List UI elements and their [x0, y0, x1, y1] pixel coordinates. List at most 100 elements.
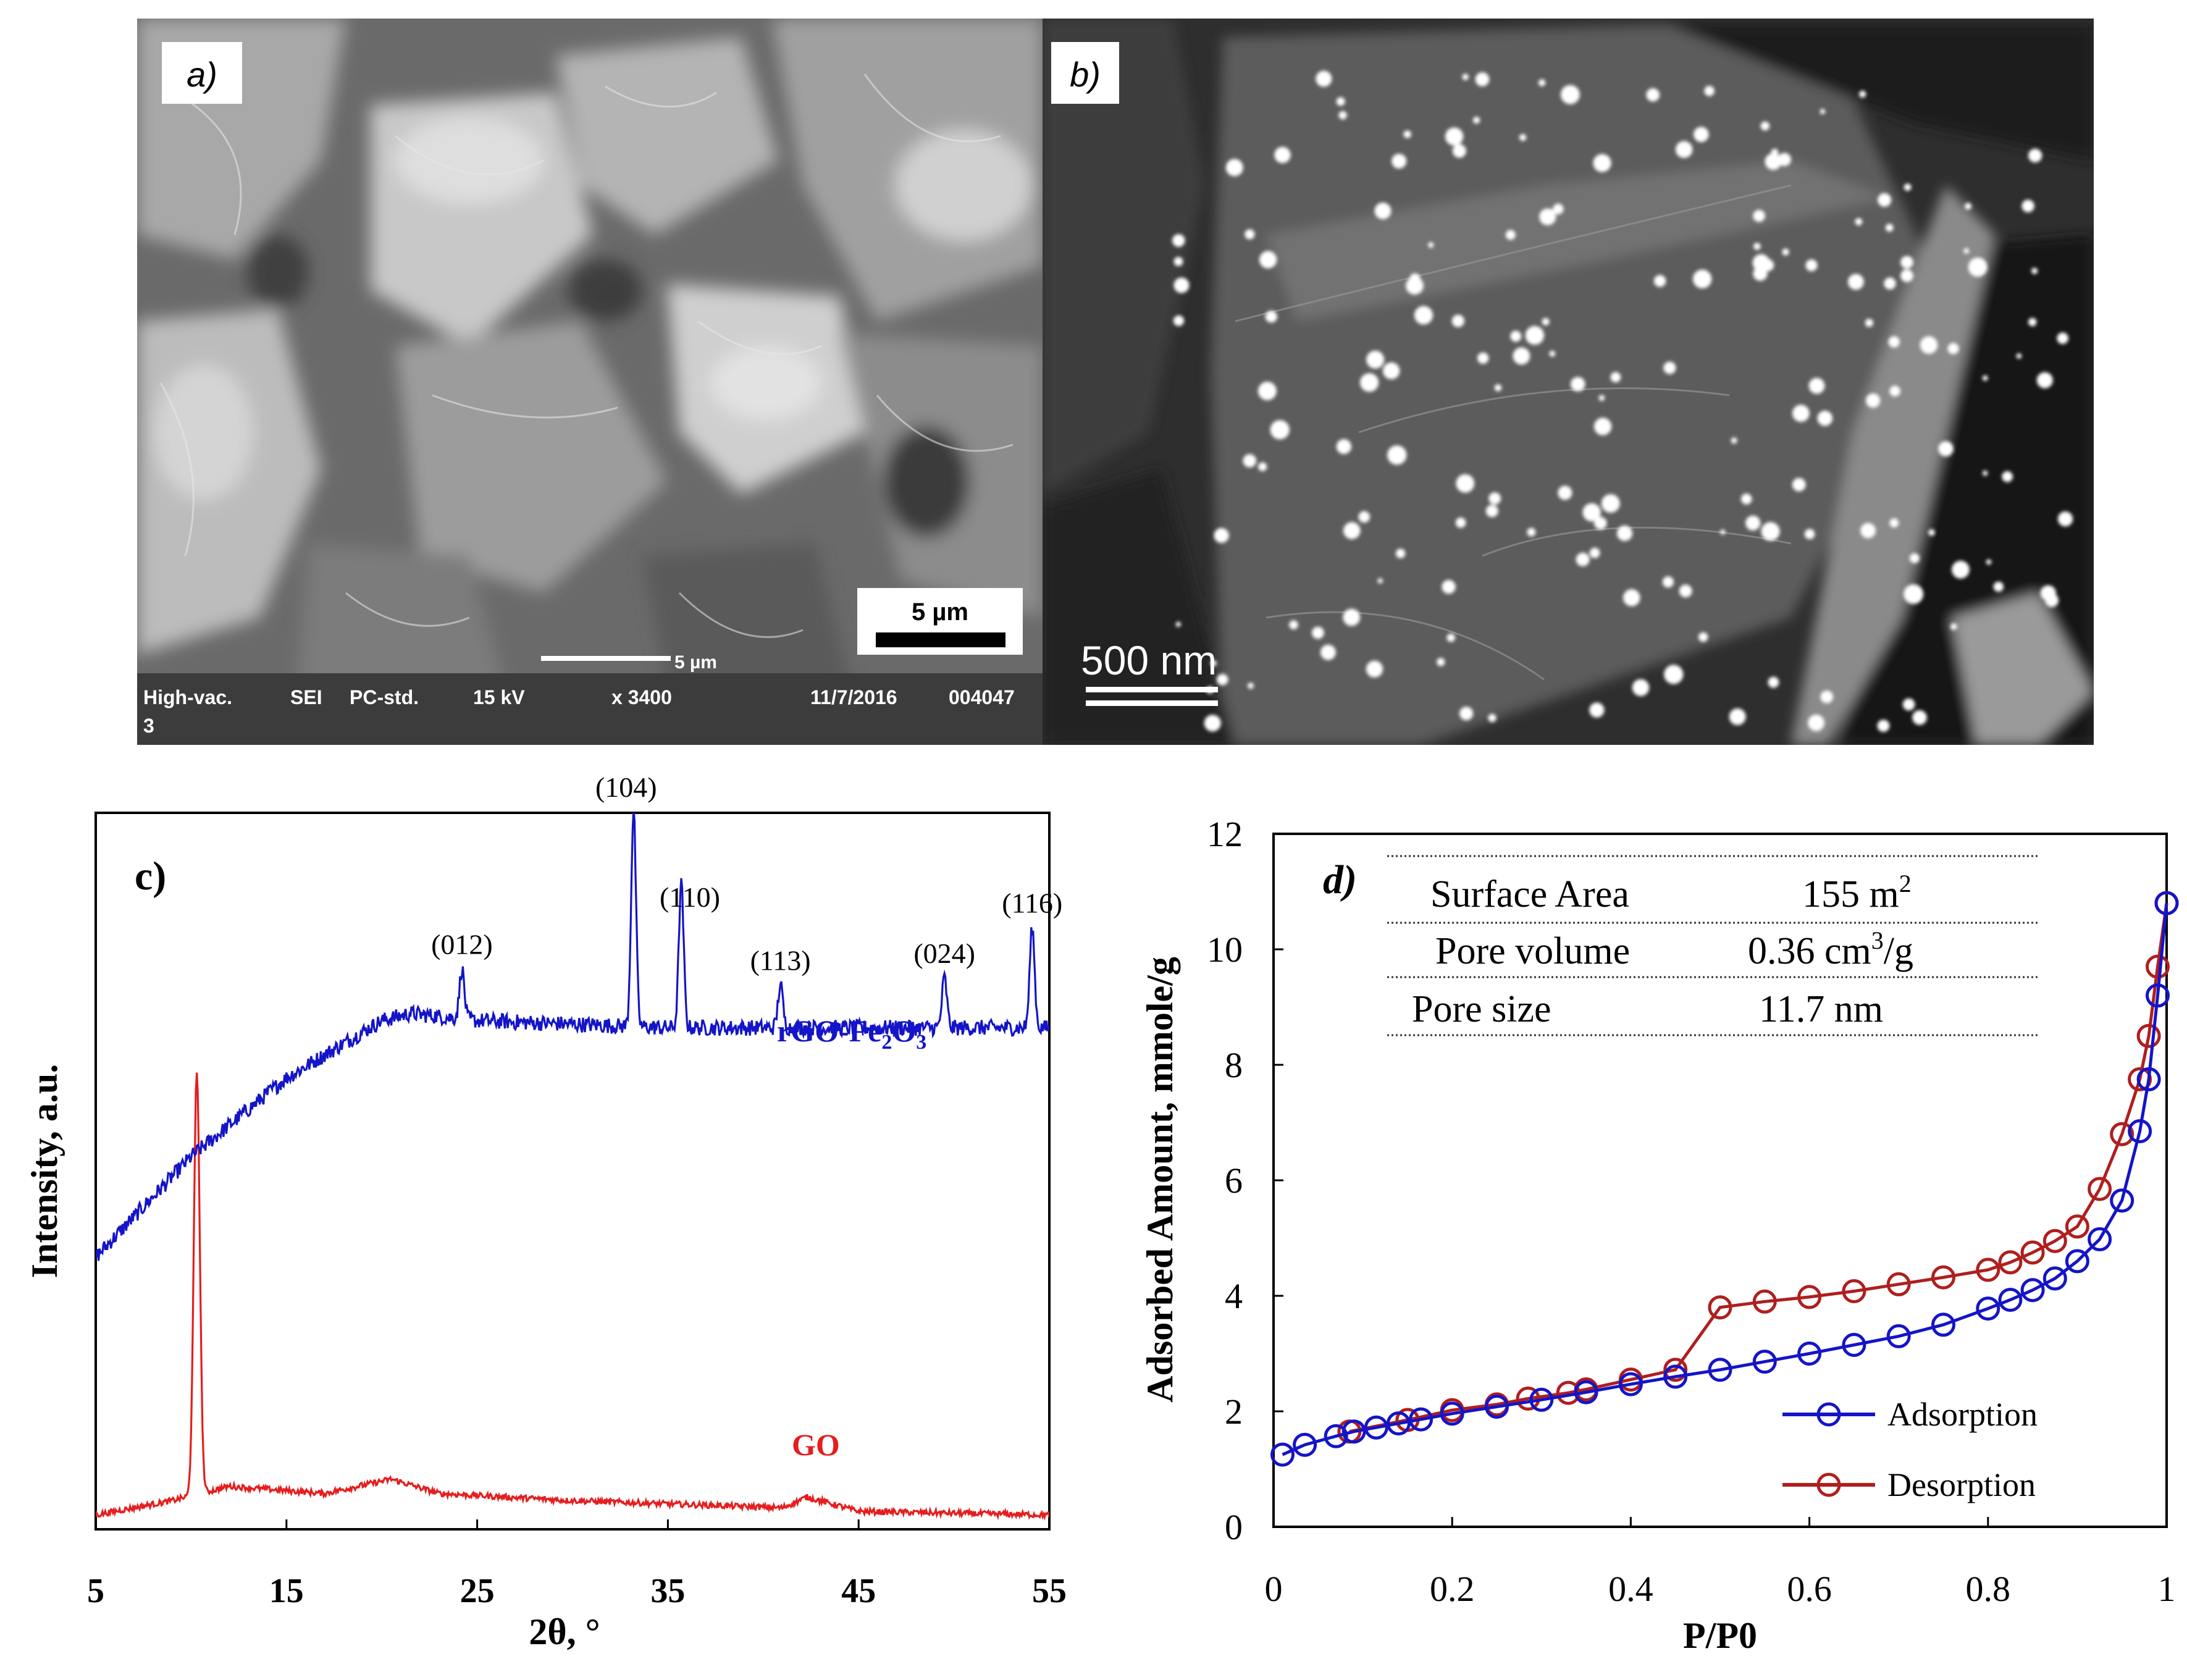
nanoparticle — [1553, 203, 1564, 215]
nanoparticle — [1878, 193, 1892, 207]
panel-b-scale-bar-2 — [1086, 700, 1218, 706]
legend-desorption-label: Desorption — [1887, 1466, 2036, 1503]
nanoparticle — [1442, 580, 1456, 594]
nanoparticle — [1312, 626, 1324, 639]
nanoparticle — [1387, 445, 1407, 465]
nanoparticle — [2057, 511, 2073, 527]
sem-info-kv: 15 kV — [473, 686, 525, 708]
nanoparticle — [1679, 584, 1692, 598]
bet-adsorption-point — [1440, 1401, 1464, 1426]
nanoparticle — [1704, 86, 1715, 96]
nanoparticle — [1366, 350, 1385, 369]
nanoparticle — [1598, 395, 1605, 401]
nanoparticle — [1173, 315, 1185, 326]
xrd-x-tick-label: 35 — [650, 1572, 685, 1610]
nanoparticle — [1947, 343, 1959, 355]
panel-a-scale-bar — [876, 632, 1005, 647]
bet-isotherm-chart: 0 2 4 6 8 10 12 0 0.2 0.4 0.6 0.8 1 Surface Area 155… — [1140, 814, 2179, 1656]
bet-adsorption-point — [2088, 1227, 2112, 1251]
nanoparticle — [1965, 203, 1971, 210]
bet-desorption-point — [1663, 1358, 1688, 1382]
panel-b-scale-bar-1 — [1086, 687, 1218, 692]
nanoparticle — [1885, 224, 1894, 232]
xrd-legend-rgo-fe2o3: rGO-Fe2O3 — [777, 1014, 926, 1054]
legend-adsorption-marker — [1816, 1402, 1841, 1427]
bet-table-pore-size-label: Pore size — [1412, 988, 1551, 1030]
bet-x-tick-label: 0.8 — [1966, 1569, 2011, 1609]
nanoparticle — [1488, 713, 1496, 723]
nanoparticle — [1336, 97, 1345, 106]
nanoparticle — [1761, 522, 1780, 541]
bet-desorption-point — [1752, 1289, 1777, 1314]
nanoparticle — [2016, 353, 2022, 359]
nanoparticle — [1459, 707, 1474, 721]
nanoparticle — [1289, 620, 1298, 629]
nanoparticle — [1549, 350, 1556, 357]
nanoparticle — [1865, 319, 1873, 327]
xrd-plot-frame — [94, 812, 1051, 1531]
panel-a-scale-box-label: 5 µm — [912, 598, 968, 626]
nanoparticle — [1877, 720, 1890, 732]
bet-desorption-point — [1842, 1279, 1866, 1303]
bet-x-axis-label: P/P0 — [1683, 1615, 1757, 1656]
nanoparticle — [1582, 503, 1601, 522]
bet-desorption-point — [2146, 954, 2170, 979]
nanoparticle — [1889, 385, 1900, 397]
nanoparticle — [1214, 527, 1229, 544]
xrd-panel-label: c) — [135, 854, 166, 899]
nanoparticle — [1782, 248, 1789, 256]
legend-desorption-marker — [1816, 1472, 1841, 1497]
nanoparticle — [1593, 418, 1612, 435]
panel-b-label-box — [1051, 42, 1119, 104]
sem-info-line2: 3 — [143, 715, 154, 737]
nanoparticle — [1570, 377, 1585, 392]
nanoparticle — [1316, 70, 1332, 87]
panel-b-scale-label: 500 nm — [1081, 637, 1217, 683]
nanoparticle — [1377, 578, 1383, 584]
bet-adsorption-point — [1409, 1407, 1434, 1432]
nanoparticle — [1859, 90, 1866, 98]
bet-desorption-point — [1998, 1250, 2023, 1275]
bet-desorption-point — [1886, 1272, 1911, 1296]
nanoparticle — [1860, 523, 1876, 539]
nanoparticle — [1909, 553, 1920, 563]
nanoparticle — [1820, 691, 1833, 704]
nanoparticle — [1646, 88, 1660, 102]
nanoparticle — [1488, 492, 1501, 505]
xrd-peak-labels: (012) (104) (110) (113) (024) (116) — [431, 771, 1062, 976]
nanoparticle — [1982, 470, 1988, 476]
nanoparticle — [1462, 74, 1469, 80]
nanoparticle — [1527, 527, 1536, 537]
nanoparticle — [1753, 209, 1765, 222]
nanoparticle — [1820, 109, 1826, 114]
bet-table-surface-area-label: Surface Area — [1430, 873, 1629, 915]
nanoparticle — [1455, 517, 1466, 528]
bet-y-tick-label: 12 — [1207, 814, 1243, 854]
panel-a-sem-scale-label: 5 µm — [674, 652, 717, 673]
nanoparticle — [1538, 79, 1546, 86]
nanoparticle — [1745, 515, 1761, 531]
nanoparticle — [1848, 274, 1864, 290]
nanoparticle — [1589, 547, 1600, 558]
nanoparticle — [1358, 511, 1371, 523]
nanoparticle — [1664, 665, 1684, 684]
nanoparticle — [1884, 277, 1896, 290]
bet-adsorption-point — [1485, 1395, 1509, 1419]
panel-a-label: a) — [187, 55, 217, 94]
bet-y-axis-label: Adsorbed Amount, mmole/g — [1140, 957, 1180, 1403]
nanoparticle — [1808, 377, 1825, 394]
bet-adsorption-point — [1886, 1324, 1911, 1348]
bet-y-tick-label: 10 — [1207, 930, 1243, 970]
nanoparticle — [1259, 251, 1277, 269]
xrd-peak-label: (110) — [660, 881, 720, 913]
bet-table-surface-area-value: 155 m2 — [1802, 870, 1912, 915]
nanoparticle — [2028, 148, 2042, 162]
xrd-x-tick-label: 45 — [841, 1572, 876, 1610]
nanoparticle — [1576, 552, 1590, 566]
nanoparticle — [2021, 200, 2034, 212]
nanoparticle — [1765, 153, 1782, 170]
nanoparticle — [1525, 326, 1545, 345]
bet-desorption-point — [2110, 1122, 2135, 1146]
nanoparticle — [1855, 218, 1863, 225]
